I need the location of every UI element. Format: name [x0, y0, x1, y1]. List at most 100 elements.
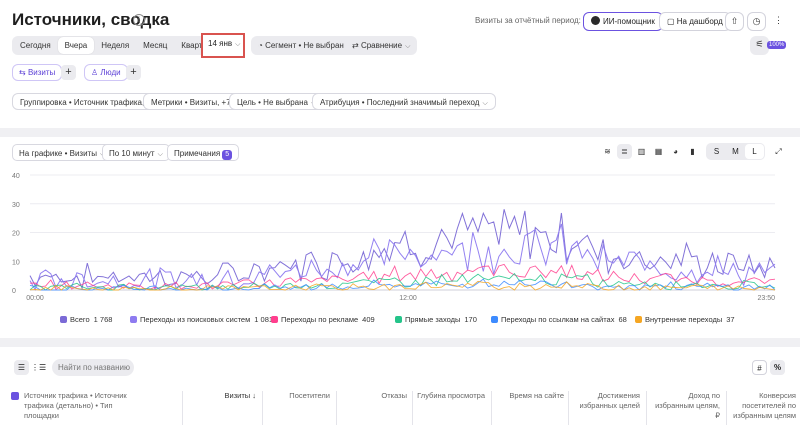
tab-today[interactable]: Сегодня	[20, 41, 51, 50]
bounces-column-header[interactable]: Отказы	[381, 391, 407, 400]
select-all-checkbox[interactable]	[11, 392, 19, 400]
fullscreen-icon[interactable]: ⤢	[775, 147, 782, 156]
settings-sliders-icon[interactable]: ⚟	[750, 36, 769, 55]
grouping-select[interactable]: Группировка • Источник трафика, +2	[12, 93, 164, 110]
revenue-column-header[interactable]: Доход по избранным целям, ₽	[655, 391, 720, 420]
table-panel: ☰ ⋮☰ # % Источник трафика • Источник тра…	[0, 347, 800, 425]
legend-value: 170	[464, 315, 477, 324]
history-icon[interactable]: ◷	[747, 12, 766, 31]
visits-metric-button[interactable]: ⇆ Визиты	[12, 64, 63, 81]
legend-item-ads[interactable]: Переходы по рекламе 409	[271, 315, 375, 324]
legend-name: Переходы по рекламе	[281, 315, 359, 324]
legend-checkbox	[60, 316, 67, 323]
legend-value: 409	[362, 315, 375, 324]
more-icon[interactable]: ⋮	[769, 12, 788, 31]
date-picker-button[interactable]: 14 янв ⌵	[201, 33, 245, 58]
legend-name: Всего	[70, 315, 90, 324]
person-icon: ♙	[91, 68, 101, 77]
percent-toggle[interactable]: %	[770, 360, 785, 375]
add-people-button[interactable]: +	[126, 65, 141, 80]
goal-label: Цель • Не выбрана	[237, 98, 308, 107]
time-column-header[interactable]: Время на сайте	[509, 391, 564, 400]
visits-column-header[interactable]: Визиты ↓	[224, 391, 256, 400]
legend-item-direct[interactable]: Прямые заходы 170	[395, 315, 477, 324]
y-tick-label: 20	[12, 231, 20, 238]
pie-chart-icon[interactable]: ◕	[673, 147, 678, 156]
ai-icon	[591, 16, 600, 25]
chevron-down-icon: ⌵	[482, 100, 488, 107]
y-tick-label: 40	[12, 173, 20, 180]
page-title: Источники, сводка	[12, 10, 170, 29]
tab-yesterday[interactable]: Вчера	[57, 37, 95, 54]
stacked-bar-icon[interactable]: ▥	[637, 147, 646, 156]
compare-select[interactable]: ⇄ Сравнение ⌵	[345, 36, 418, 55]
add-visits-button[interactable]: +	[61, 65, 76, 80]
depth-column-header[interactable]: Глубина просмотра	[417, 391, 485, 400]
people-metric-button[interactable]: ♙ Люди	[84, 64, 128, 81]
column-chart-icon[interactable]: ▮	[690, 147, 695, 156]
x-tick-label: 23:50	[757, 295, 775, 302]
series-line-5	[29, 280, 776, 291]
series-line-2	[29, 263, 776, 291]
sampling-badge: 100%	[767, 41, 787, 49]
tree-list-icon[interactable]: ⋮☰	[31, 363, 47, 372]
date-value: 14 янв	[208, 39, 233, 48]
dimension-column-header[interactable]: Источник трафика • Источник трафика (дет…	[24, 391, 127, 420]
notes-count-badge: 5	[222, 150, 233, 160]
size-m[interactable]: M	[732, 147, 739, 156]
segment-icon: ◔	[258, 41, 266, 50]
legend-checkbox	[271, 316, 278, 323]
size-s[interactable]: S	[713, 147, 720, 156]
column-divider	[491, 391, 492, 425]
legend-value: 1 081	[254, 315, 274, 324]
flat-list-icon[interactable]: ☰	[14, 360, 29, 375]
notes-button[interactable]: Примечания 5	[167, 144, 240, 161]
size-l[interactable]: L	[745, 144, 764, 159]
goal-select[interactable]: Цель • Не выбрана⌵	[229, 93, 325, 110]
absolute-values-toggle[interactable]: #	[752, 360, 767, 375]
info-icon[interactable]: i	[133, 14, 145, 26]
bar-chart-icon[interactable]: ▦	[654, 147, 663, 156]
on-chart-label: На графике • Визиты	[19, 149, 97, 158]
visits-label: Визиты	[27, 68, 56, 77]
legend-name: Переходы из поисковых систем	[140, 315, 251, 324]
segment-select[interactable]: ◔ Сегмент • Не выбран⌵	[251, 36, 360, 55]
visitors-column-header[interactable]: Посетители	[289, 391, 330, 400]
dashboard-label: На дашборд	[676, 17, 723, 26]
table-search-input[interactable]	[52, 359, 134, 376]
metrics-label: Метрики • Визиты, +7	[151, 98, 231, 107]
column-divider	[262, 391, 263, 425]
column-divider	[568, 391, 569, 425]
legend-item-total[interactable]: Всего 1 768	[60, 315, 112, 324]
tab-week[interactable]: Неделя	[101, 41, 130, 50]
legend-item-search[interactable]: Переходы из поисковых систем 1 081	[130, 315, 273, 324]
column-divider	[726, 391, 727, 425]
legend-value: 68	[618, 315, 627, 324]
compare-icon: ⇄	[352, 41, 361, 50]
tab-quarter[interactable]: Квартал	[181, 41, 212, 50]
dashboard-button[interactable]: ▢ На дашборд	[659, 12, 731, 31]
legend-item-internal[interactable]: Внутренние переходы 37	[635, 315, 735, 324]
dashboard-icon: ▢	[667, 17, 677, 26]
legend-name: Переходы по ссылкам на сайтах	[501, 315, 615, 324]
goals-column-header[interactable]: Достижения избранных целей	[579, 391, 640, 410]
ai-assistant-button[interactable]: ИИ-помощник	[583, 12, 663, 31]
stacked-area-icon[interactable]: ≣	[617, 144, 632, 159]
metrics-select[interactable]: Метрики • Визиты, +7	[143, 93, 239, 110]
period-visits-label: Визиты за отчётный период: 1 768	[475, 16, 604, 25]
attribution-select[interactable]: Атрибуция • Последний значимый переход ⌵	[312, 93, 496, 110]
compare-label: Сравнение	[360, 41, 403, 50]
line-chart-icon[interactable]: ≋	[604, 147, 611, 156]
x-tick-label: 00:00	[26, 295, 44, 302]
traffic-line-chart: 40 30 20 10 0 00:00 12:00 23:50	[12, 173, 776, 302]
export-icon[interactable]: ⇧	[725, 12, 744, 31]
conversion-column-header[interactable]: Конверсия посетителей по избранным целям	[733, 391, 796, 420]
series-line-1	[29, 223, 776, 291]
tab-month[interactable]: Месяц	[143, 41, 168, 50]
period-tabs: Сегодня Вчера Неделя Месяц Квартал	[12, 36, 220, 55]
interval-select[interactable]: По 10 минут ⌵	[102, 144, 170, 161]
legend-checkbox	[635, 316, 642, 323]
chart-panel: На графике • Визиты ⌵ По 10 минут⌵ Примеч…	[0, 137, 800, 338]
legend-name: Прямые заходы	[405, 315, 461, 324]
legend-item-links[interactable]: Переходы по ссылкам на сайтах 68	[491, 315, 627, 324]
